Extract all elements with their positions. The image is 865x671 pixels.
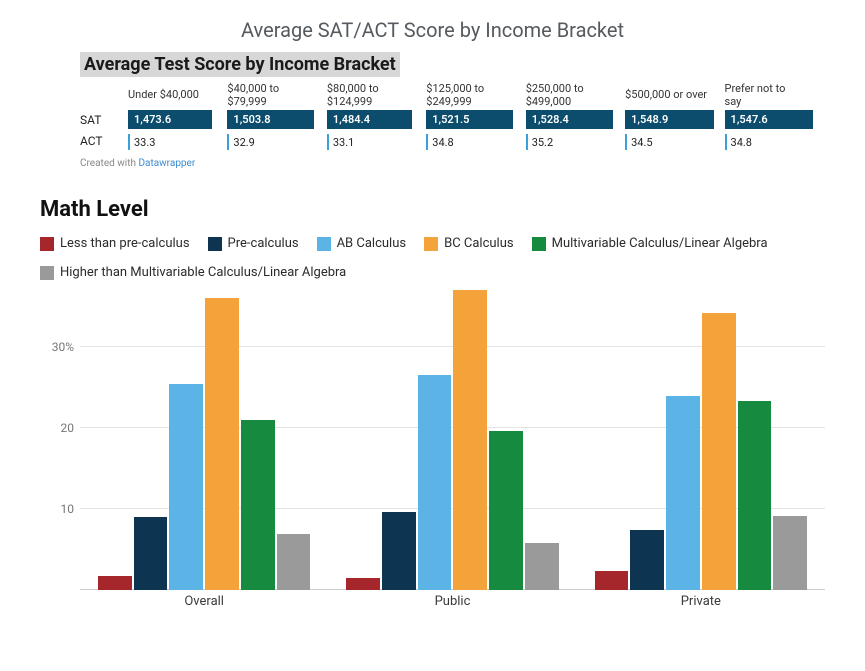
sat-bar: 1,473.6 <box>128 110 212 129</box>
y-axis-label: 10 <box>40 502 74 516</box>
bar <box>453 290 487 590</box>
act-tick <box>526 134 528 150</box>
income-score-table: Average Test Score by Income Bracket Und… <box>80 52 820 169</box>
act-value-cell: 34.8 <box>426 134 517 150</box>
act-value-cell: 32.9 <box>227 134 318 150</box>
bar <box>98 576 132 591</box>
bar <box>169 384 203 591</box>
bar <box>773 516 807 591</box>
legend-label: Less than pre-calculus <box>60 236 190 251</box>
legend-swatch <box>317 237 331 251</box>
sat-bar: 1,548.9 <box>625 110 714 129</box>
row-label-act: ACT <box>80 131 124 150</box>
act-value: 33.3 <box>134 136 155 149</box>
x-axis-labels: OverallPublicPrivate <box>80 594 825 609</box>
legend-item: BC Calculus <box>424 236 514 251</box>
income-bracket-header: $500,000 or over <box>625 82 716 110</box>
bar-group <box>328 290 576 590</box>
income-bracket-header: $80,000 to$124,999 <box>327 81 418 110</box>
x-axis-label: Private <box>577 594 825 609</box>
bar <box>205 298 239 590</box>
bar <box>489 431 523 590</box>
bar <box>666 396 700 591</box>
act-value-cell: 33.3 <box>128 134 219 150</box>
bar-group <box>577 290 825 590</box>
legend-label: BC Calculus <box>444 236 514 251</box>
legend-label: Multivariable Calculus/Linear Algebra <box>552 236 768 251</box>
bar <box>595 571 629 590</box>
act-value: 34.5 <box>631 136 652 149</box>
math-level-title: Math Level <box>40 197 825 222</box>
table-subtitle: Average Test Score by Income Bracket <box>80 52 400 77</box>
row-label-sat: SAT <box>80 110 124 129</box>
y-axis-label: 20 <box>40 421 74 435</box>
legend-swatch <box>40 237 54 251</box>
legend-swatch <box>532 237 546 251</box>
table-credit: Created with Datawrapper <box>80 158 820 169</box>
bar-groups <box>80 290 825 590</box>
act-value: 35.2 <box>532 136 553 149</box>
bar <box>382 512 416 590</box>
act-value: 33.1 <box>333 136 354 149</box>
chart-plot-area: 102030% <box>80 290 825 590</box>
act-tick <box>227 134 229 150</box>
sat-bar: 1,484.4 <box>327 110 412 129</box>
act-tick <box>128 134 130 150</box>
y-axis-label: 30% <box>40 340 74 354</box>
bar <box>418 375 452 590</box>
legend-label: AB Calculus <box>337 236 407 251</box>
act-value: 34.8 <box>731 136 752 149</box>
act-value: 32.9 <box>233 136 254 149</box>
sat-bar: 1,547.6 <box>725 110 814 129</box>
sat-bar: 1,528.4 <box>526 110 614 129</box>
act-value-cell: 33.1 <box>327 134 418 150</box>
bar <box>630 530 664 590</box>
sat-bar: 1,521.5 <box>426 110 513 129</box>
legend-swatch <box>40 266 54 280</box>
bar <box>241 420 275 590</box>
income-bracket-header: $40,000 to$79,999 <box>227 81 318 110</box>
act-value-cell: 34.8 <box>725 134 816 150</box>
bar <box>277 534 311 591</box>
header-spacer <box>80 81 124 110</box>
income-bracket-header: Prefer not tosay <box>725 81 816 110</box>
x-axis-label: Overall <box>80 594 328 609</box>
legend-label: Higher than Multivariable Calculus/Linea… <box>60 265 346 280</box>
bar <box>134 517 168 590</box>
income-bracket-header: $250,000 to$499,000 <box>526 81 617 110</box>
act-tick <box>426 134 428 150</box>
income-bracket-header: Under $40,000 <box>128 82 219 110</box>
x-axis-label: Public <box>328 594 576 609</box>
legend-swatch <box>208 237 222 251</box>
datawrapper-link[interactable]: Datawrapper <box>138 158 195 169</box>
credit-prefix: Created with <box>80 158 138 169</box>
bar <box>738 401 772 591</box>
legend-label: Pre-calculus <box>228 236 299 251</box>
act-tick <box>327 134 329 150</box>
legend-item: Multivariable Calculus/Linear Algebra <box>532 236 768 251</box>
act-tick <box>625 134 627 150</box>
bar <box>346 578 380 590</box>
bar <box>525 543 559 590</box>
bar-group <box>80 290 328 590</box>
act-value-cell: 35.2 <box>526 134 617 150</box>
act-value-cell: 34.5 <box>625 134 716 150</box>
legend: Less than pre-calculus Pre-calculus AB Cal… <box>40 236 825 280</box>
act-value: 34.8 <box>432 136 453 149</box>
bar <box>702 313 736 590</box>
legend-item: AB Calculus <box>317 236 407 251</box>
legend-item: Less than pre-calculus <box>40 236 190 251</box>
page-title: Average SAT/ACT Score by Income Bracket <box>0 18 865 42</box>
legend-swatch <box>424 237 438 251</box>
sat-bar: 1,503.8 <box>227 110 313 129</box>
act-tick <box>725 134 727 150</box>
legend-item: Pre-calculus <box>208 236 299 251</box>
income-bracket-header: $125,000 to$249,999 <box>426 81 517 110</box>
math-level-chart: Math Level Less than pre-calculus Pre-cal… <box>40 197 825 609</box>
legend-item: Higher than Multivariable Calculus/Linea… <box>40 265 346 280</box>
